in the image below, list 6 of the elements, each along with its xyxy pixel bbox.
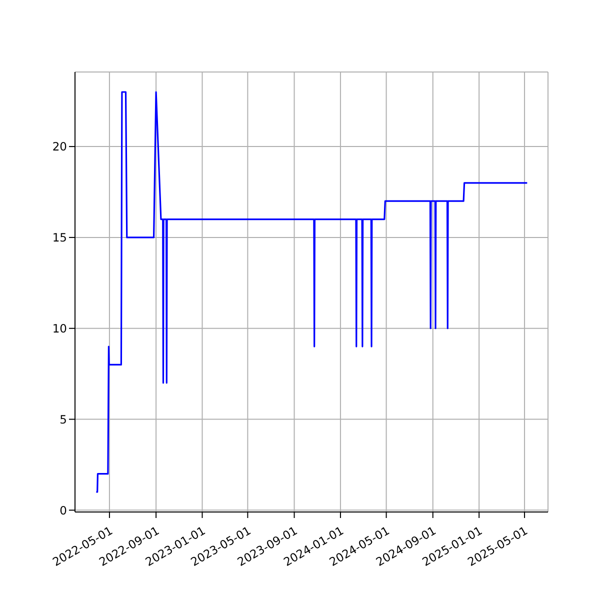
y-tick-label: 5 <box>60 412 67 426</box>
y-tick-label: 0 <box>60 503 67 518</box>
y-tick-label: 15 <box>52 230 67 245</box>
line-series <box>95 91 528 493</box>
y-tick-label: 10 <box>52 321 67 336</box>
y-tick-label: 20 <box>52 140 67 154</box>
